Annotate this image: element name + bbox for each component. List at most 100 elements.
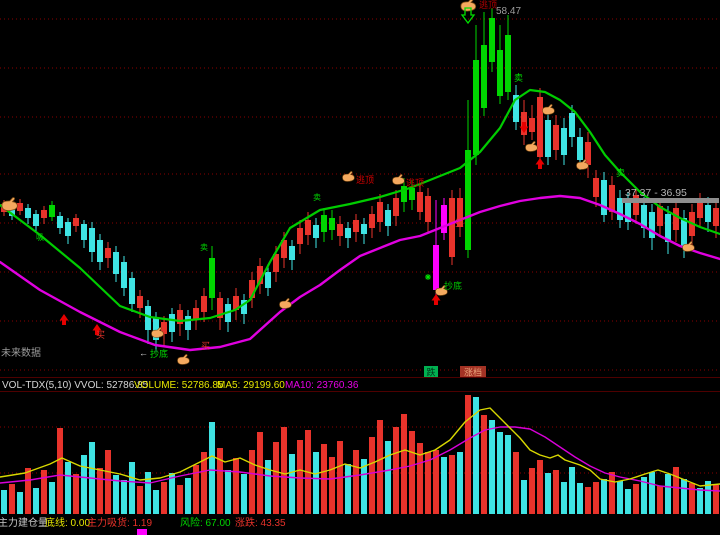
volume-bar bbox=[73, 474, 79, 514]
volume-bar bbox=[361, 459, 367, 514]
candle bbox=[217, 298, 223, 318]
candle bbox=[169, 314, 175, 332]
risk-value: 风险: 67.00 bbox=[180, 518, 231, 529]
volume-bar bbox=[617, 481, 623, 514]
volume-bar bbox=[185, 478, 191, 514]
volume-bar bbox=[129, 462, 135, 514]
candle bbox=[97, 240, 103, 262]
volume-bar bbox=[33, 488, 39, 514]
candle bbox=[257, 266, 263, 284]
volume-bar bbox=[121, 480, 127, 514]
volume-indicator-header: VOL-TDX(5,10) VVOL: 52786.85 VOLUME: 527… bbox=[0, 379, 720, 392]
volume-bar bbox=[577, 483, 583, 514]
candle bbox=[289, 246, 295, 260]
candle bbox=[409, 188, 415, 200]
volume-bar bbox=[265, 460, 271, 514]
candle bbox=[465, 150, 471, 250]
candle bbox=[433, 245, 439, 290]
signal-badge bbox=[424, 366, 438, 378]
volume-bar bbox=[713, 485, 719, 514]
updown-value: 涨跌: 43.35 bbox=[235, 518, 286, 529]
volume-bar bbox=[609, 472, 615, 514]
volume-bar bbox=[641, 477, 647, 514]
green-trend-line bbox=[0, 88, 720, 323]
candle bbox=[697, 200, 703, 218]
signal-badge-label: 涨档 bbox=[464, 367, 482, 378]
candle bbox=[89, 228, 95, 252]
volume-bar bbox=[649, 472, 655, 514]
volume-bar bbox=[521, 480, 527, 514]
candle bbox=[505, 35, 511, 92]
candle bbox=[313, 225, 319, 238]
candle bbox=[105, 248, 111, 258]
candle bbox=[561, 128, 567, 155]
volume-bar bbox=[65, 462, 71, 514]
candle bbox=[441, 205, 447, 233]
chart-annotation-label: 买 bbox=[201, 341, 210, 351]
indicator-name: 主力建仓量 bbox=[0, 518, 48, 529]
indicator-status-bar: 主力建仓量 底线: 0.00 主力吸货: 1.19 风险: 67.00 涨跌: … bbox=[0, 517, 720, 531]
chart-annotation-label: 卖 bbox=[616, 168, 625, 178]
candle bbox=[201, 296, 207, 312]
chart-annotation-label: 58.47 bbox=[496, 6, 521, 17]
candle bbox=[193, 308, 199, 320]
volume-bar bbox=[273, 442, 279, 514]
volume-bar bbox=[353, 450, 359, 514]
candle bbox=[241, 300, 247, 314]
volume-bar bbox=[177, 485, 183, 514]
candle bbox=[385, 210, 391, 226]
separator-line bbox=[0, 377, 720, 378]
candle bbox=[137, 296, 143, 308]
hand-signal-icon bbox=[177, 354, 190, 365]
candle bbox=[673, 208, 679, 230]
volume-bar bbox=[9, 484, 15, 514]
up-arrow-icon bbox=[535, 158, 545, 169]
volume-bar bbox=[385, 441, 391, 514]
candle bbox=[121, 262, 127, 288]
separator-line bbox=[0, 391, 720, 392]
chart-annotation-label: 逃顶 bbox=[406, 177, 424, 188]
volume-bar bbox=[465, 395, 471, 514]
chart-annotation-label: 卖 bbox=[514, 73, 523, 83]
volume-bar bbox=[537, 460, 543, 514]
candle bbox=[593, 178, 599, 197]
volume-bar bbox=[281, 427, 287, 514]
chart-annotation-label: 逃顶 bbox=[479, 0, 497, 10]
volume-bar bbox=[257, 432, 263, 514]
up-arrow-icon bbox=[92, 324, 102, 335]
volume-bar bbox=[633, 484, 639, 514]
candle bbox=[353, 220, 359, 232]
candle bbox=[713, 208, 719, 226]
volume-bar bbox=[601, 479, 607, 514]
volume-bar bbox=[145, 472, 151, 514]
candle bbox=[681, 218, 687, 246]
volume-ma10-line bbox=[0, 426, 720, 492]
volume-bar bbox=[201, 452, 207, 514]
candle bbox=[145, 306, 151, 330]
volume-chart[interactable] bbox=[0, 392, 720, 514]
volume-bar bbox=[49, 482, 55, 514]
candle bbox=[657, 206, 663, 226]
candle bbox=[345, 228, 351, 238]
hand-signal-icon bbox=[576, 159, 589, 170]
volume-value: VOLUME: 52786.85 bbox=[134, 380, 224, 391]
candle bbox=[489, 18, 495, 62]
volume-bar bbox=[625, 489, 631, 514]
candle bbox=[129, 278, 135, 304]
volume-bar bbox=[705, 481, 711, 514]
volume-bar bbox=[313, 452, 319, 514]
signal-badge bbox=[460, 366, 486, 378]
volume-bar bbox=[17, 492, 23, 514]
candle bbox=[153, 318, 159, 340]
volume-bar bbox=[249, 450, 255, 514]
candle bbox=[185, 316, 191, 330]
volume-bar bbox=[153, 490, 159, 514]
candle bbox=[569, 113, 575, 137]
future-data-note: 未来数据 bbox=[1, 346, 41, 359]
volume-bar bbox=[689, 483, 695, 514]
volume-bar bbox=[209, 422, 215, 514]
down-arrow-icon bbox=[519, 122, 529, 133]
volume-bar bbox=[585, 487, 591, 514]
